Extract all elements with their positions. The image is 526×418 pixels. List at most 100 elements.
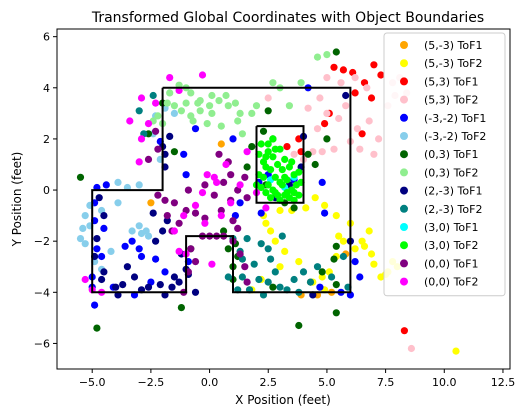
data-point (323, 135, 330, 142)
data-point (262, 204, 269, 211)
data-point (161, 268, 168, 275)
data-point (93, 245, 100, 252)
data-point (401, 327, 408, 334)
legend-marker (400, 150, 408, 158)
data-point (265, 107, 272, 114)
data-point (124, 263, 131, 270)
data-point (197, 107, 204, 114)
data-point (356, 273, 363, 280)
x-tick-label: 0.0 (201, 376, 219, 389)
data-point (276, 207, 283, 214)
x-tick-label: 5.0 (318, 376, 336, 389)
data-point (452, 348, 459, 355)
legend-label: (0,0) ToF2 (424, 276, 478, 289)
data-point (333, 48, 340, 55)
data-point (274, 192, 281, 199)
data-point (253, 102, 260, 109)
data-point (215, 97, 222, 104)
data-point (281, 174, 288, 181)
data-point (199, 71, 206, 78)
data-point (82, 212, 89, 219)
data-point (192, 210, 199, 217)
data-point (258, 240, 265, 247)
data-point (98, 253, 105, 260)
data-point (244, 235, 251, 242)
data-point (178, 107, 185, 114)
data-point (262, 153, 269, 160)
data-point (283, 189, 290, 196)
y-tick-label: 6 (43, 31, 50, 44)
data-point (337, 79, 344, 86)
data-point (225, 102, 232, 109)
data-point (312, 161, 319, 168)
data-point (363, 84, 370, 91)
data-point (323, 74, 330, 81)
legend-label: (5,3) ToF1 (424, 75, 478, 88)
x-tick-label: 7.5 (377, 376, 395, 389)
data-point (164, 100, 171, 107)
data-point (176, 248, 183, 255)
data-point (323, 51, 330, 58)
data-point (192, 202, 199, 209)
data-point (215, 151, 222, 158)
data-point (227, 171, 234, 178)
data-point (283, 143, 290, 150)
legend-label: (3,0) ToF2 (424, 239, 478, 252)
x-tick-label: 10.0 (432, 376, 457, 389)
data-point (150, 210, 157, 217)
data-point (321, 210, 328, 217)
data-point (272, 268, 279, 275)
data-point (237, 181, 244, 188)
data-point (265, 279, 272, 286)
data-point (82, 276, 89, 283)
data-point (114, 199, 121, 206)
legend-marker (400, 259, 408, 267)
data-point (229, 217, 236, 224)
data-point (229, 135, 236, 142)
data-point (237, 250, 244, 257)
data-point (171, 273, 178, 280)
data-point (147, 199, 154, 206)
data-point (77, 174, 84, 181)
data-point (269, 79, 276, 86)
data-point (333, 309, 340, 316)
data-point (136, 107, 143, 114)
data-point (279, 166, 286, 173)
data-point (145, 233, 152, 240)
legend-label: (3,0) ToF1 (424, 221, 478, 234)
data-point (281, 248, 288, 255)
data-point (225, 273, 232, 280)
data-point (366, 227, 373, 234)
data-point (100, 225, 107, 232)
data-point (262, 220, 269, 227)
data-point (201, 220, 208, 227)
data-point (138, 253, 145, 260)
legend-marker (400, 96, 408, 104)
data-point (100, 268, 107, 275)
legend: (5,-3) ToF1 (5,-3) ToF2 (5,3) ToF1 (5,3) To… (384, 33, 505, 296)
data-point (166, 74, 173, 81)
legend-label: (-3,-2) ToF1 (424, 112, 486, 125)
data-point (300, 268, 307, 275)
legend-label: (5,3) ToF2 (424, 94, 478, 107)
data-point (244, 194, 251, 201)
data-point (119, 281, 126, 288)
data-point (129, 238, 136, 245)
data-point (291, 151, 298, 158)
legend-marker (400, 278, 408, 286)
legend-marker (400, 114, 408, 122)
y-tick-label: 0 (43, 184, 50, 197)
data-point (288, 158, 295, 165)
legend-box (384, 33, 505, 296)
data-point (370, 61, 377, 68)
data-point (352, 245, 359, 252)
data-point (180, 212, 187, 219)
data-point (316, 94, 323, 101)
data-point (126, 117, 133, 124)
data-point (314, 263, 321, 270)
data-point (218, 123, 225, 130)
data-point (258, 140, 265, 147)
data-point (333, 281, 340, 288)
data-point (157, 281, 164, 288)
legend-marker (400, 168, 408, 176)
